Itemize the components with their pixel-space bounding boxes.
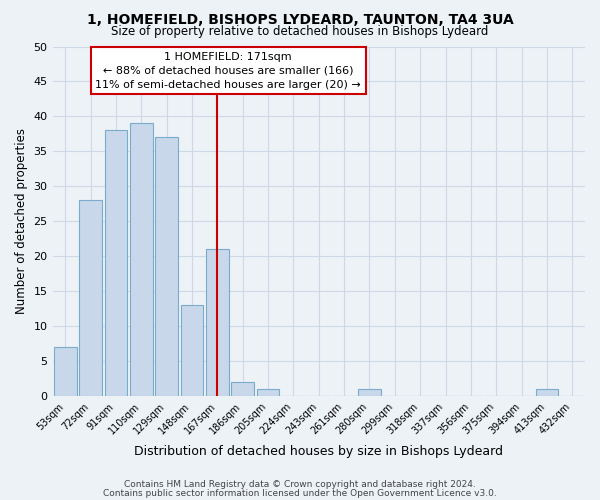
Bar [79, 200, 102, 396]
Text: Size of property relative to detached houses in Bishops Lydeard: Size of property relative to detached ho… [112, 24, 488, 38]
Text: Contains HM Land Registry data © Crown copyright and database right 2024.: Contains HM Land Registry data © Crown c… [124, 480, 476, 489]
Bar [536, 390, 559, 396]
Text: 1, HOMEFIELD, BISHOPS LYDEARD, TAUNTON, TA4 3UA: 1, HOMEFIELD, BISHOPS LYDEARD, TAUNTON, … [86, 12, 514, 26]
Text: 1 HOMEFIELD: 171sqm
← 88% of detached houses are smaller (166)
11% of semi-detac: 1 HOMEFIELD: 171sqm ← 88% of detached ho… [95, 52, 361, 90]
Bar [257, 390, 280, 396]
Bar [54, 348, 77, 397]
Bar [181, 306, 203, 396]
Bar [155, 138, 178, 396]
Text: Contains public sector information licensed under the Open Government Licence v3: Contains public sector information licen… [103, 488, 497, 498]
X-axis label: Distribution of detached houses by size in Bishops Lydeard: Distribution of detached houses by size … [134, 444, 503, 458]
Bar [206, 250, 229, 396]
Bar [104, 130, 127, 396]
Bar [130, 124, 152, 396]
Bar [231, 382, 254, 396]
Bar [358, 390, 381, 396]
Y-axis label: Number of detached properties: Number of detached properties [15, 128, 28, 314]
